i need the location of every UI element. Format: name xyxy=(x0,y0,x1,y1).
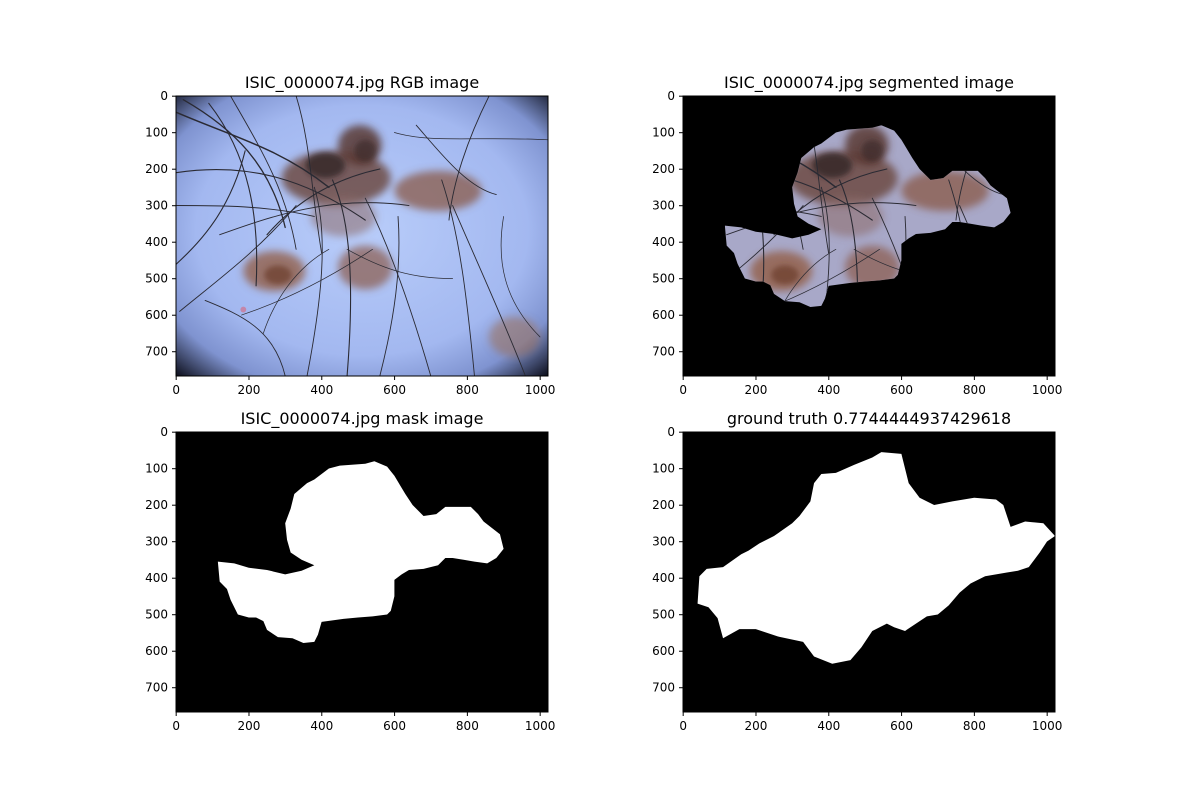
x-tick-label: 1000 xyxy=(1032,719,1063,733)
y-tick-label: 300 xyxy=(145,199,168,213)
x-tick-label: 0 xyxy=(172,719,180,733)
ground-truth-region xyxy=(697,452,1055,664)
ground-truth-image xyxy=(683,432,1055,712)
y-tick-label: 700 xyxy=(145,345,168,359)
x-tick-label: 800 xyxy=(963,383,986,397)
x-tick-label: 200 xyxy=(238,383,261,397)
y-tick-label: 400 xyxy=(145,235,168,249)
panel-title: ISIC_0000074.jpg segmented image xyxy=(724,73,1014,93)
y-axis: 0 100 200 300 400 500 600 700 xyxy=(652,89,683,359)
y-tick-label: 200 xyxy=(652,498,675,512)
x-axis: 0 200 400 600 800 1000 xyxy=(679,712,1062,733)
axes-frame xyxy=(682,95,1056,377)
y-tick-label: 500 xyxy=(145,608,168,622)
y-tick-label: 600 xyxy=(652,644,675,658)
y-tick-label: 100 xyxy=(652,126,675,140)
x-axis: 0 200 400 600 800 1000 xyxy=(172,376,555,397)
x-tick-label: 200 xyxy=(745,383,768,397)
panel-title: ISIC_0000074.jpg mask image xyxy=(241,409,484,429)
axes-frame xyxy=(175,95,549,377)
predicted-mask-region xyxy=(217,461,504,644)
y-axis: 0 100 200 300 400 500 600 700 xyxy=(145,425,176,695)
y-axis: 0 100 200 300 400 500 600 700 xyxy=(652,425,683,695)
x-tick-label: 800 xyxy=(456,383,479,397)
y-tick-label: 200 xyxy=(145,162,168,176)
y-tick-label: 400 xyxy=(652,571,675,585)
y-tick-label: 200 xyxy=(145,498,168,512)
y-tick-label: 300 xyxy=(652,199,675,213)
x-tick-label: 600 xyxy=(383,719,406,733)
x-tick-label: 400 xyxy=(310,719,333,733)
y-tick-label: 100 xyxy=(145,462,168,476)
y-axis: 0 100 200 300 400 500 600 700 xyxy=(145,89,176,359)
x-tick-label: 0 xyxy=(172,383,180,397)
x-tick-label: 400 xyxy=(310,383,333,397)
y-tick-label: 700 xyxy=(652,345,675,359)
axes-frame xyxy=(175,431,549,713)
y-tick-label: 100 xyxy=(145,126,168,140)
y-tick-label: 0 xyxy=(667,89,675,103)
y-tick-label: 400 xyxy=(652,235,675,249)
y-tick-label: 700 xyxy=(652,681,675,695)
y-tick-label: 0 xyxy=(160,425,168,439)
panel-mask: ISIC_0000074.jpg mask image 0 200 400 600 80… xyxy=(145,409,555,733)
y-tick-label: 600 xyxy=(652,308,675,322)
y-tick-label: 0 xyxy=(160,89,168,103)
x-tick-label: 800 xyxy=(963,719,986,733)
x-tick-label: 1000 xyxy=(1032,383,1063,397)
x-tick-label: 600 xyxy=(383,383,406,397)
y-tick-label: 600 xyxy=(145,644,168,658)
segmented-image xyxy=(683,96,1055,376)
x-tick-label: 0 xyxy=(679,719,687,733)
y-tick-label: 500 xyxy=(652,272,675,286)
x-tick-label: 1000 xyxy=(525,719,556,733)
dermoscopy-image xyxy=(176,96,548,376)
axes-frame xyxy=(682,431,1056,713)
y-tick-label: 700 xyxy=(145,681,168,695)
x-tick-label: 200 xyxy=(238,719,261,733)
panel-ground-truth: ground truth 0.7744444937429618 0 200 400 6… xyxy=(652,409,1062,733)
x-tick-label: 400 xyxy=(817,383,840,397)
x-tick-label: 600 xyxy=(890,719,913,733)
y-tick-label: 100 xyxy=(652,462,675,476)
y-tick-label: 200 xyxy=(652,162,675,176)
y-tick-label: 600 xyxy=(145,308,168,322)
y-tick-label: 500 xyxy=(652,608,675,622)
y-tick-label: 0 xyxy=(667,425,675,439)
panel-rgb: ISIC_0000074.jpg RGB image 0 200 400 600 800… xyxy=(145,73,555,397)
x-tick-label: 200 xyxy=(745,719,768,733)
x-tick-label: 1000 xyxy=(525,383,556,397)
panel-title: ground truth 0.7744444937429618 xyxy=(727,409,1011,428)
y-tick-label: 500 xyxy=(145,272,168,286)
x-tick-label: 600 xyxy=(890,383,913,397)
x-axis: 0 200 400 600 800 1000 xyxy=(172,712,555,733)
panel-segmented: ISIC_0000074.jpg segmented image 0 200 400… xyxy=(652,73,1062,397)
x-tick-label: 400 xyxy=(817,719,840,733)
y-tick-label: 300 xyxy=(145,535,168,549)
x-tick-label: 0 xyxy=(679,383,687,397)
y-tick-label: 300 xyxy=(652,535,675,549)
y-tick-label: 400 xyxy=(145,571,168,585)
mask-image xyxy=(176,432,548,712)
x-tick-label: 800 xyxy=(456,719,479,733)
panel-title: ISIC_0000074.jpg RGB image xyxy=(245,73,479,93)
x-axis: 0 200 400 600 800 1000 xyxy=(679,376,1062,397)
